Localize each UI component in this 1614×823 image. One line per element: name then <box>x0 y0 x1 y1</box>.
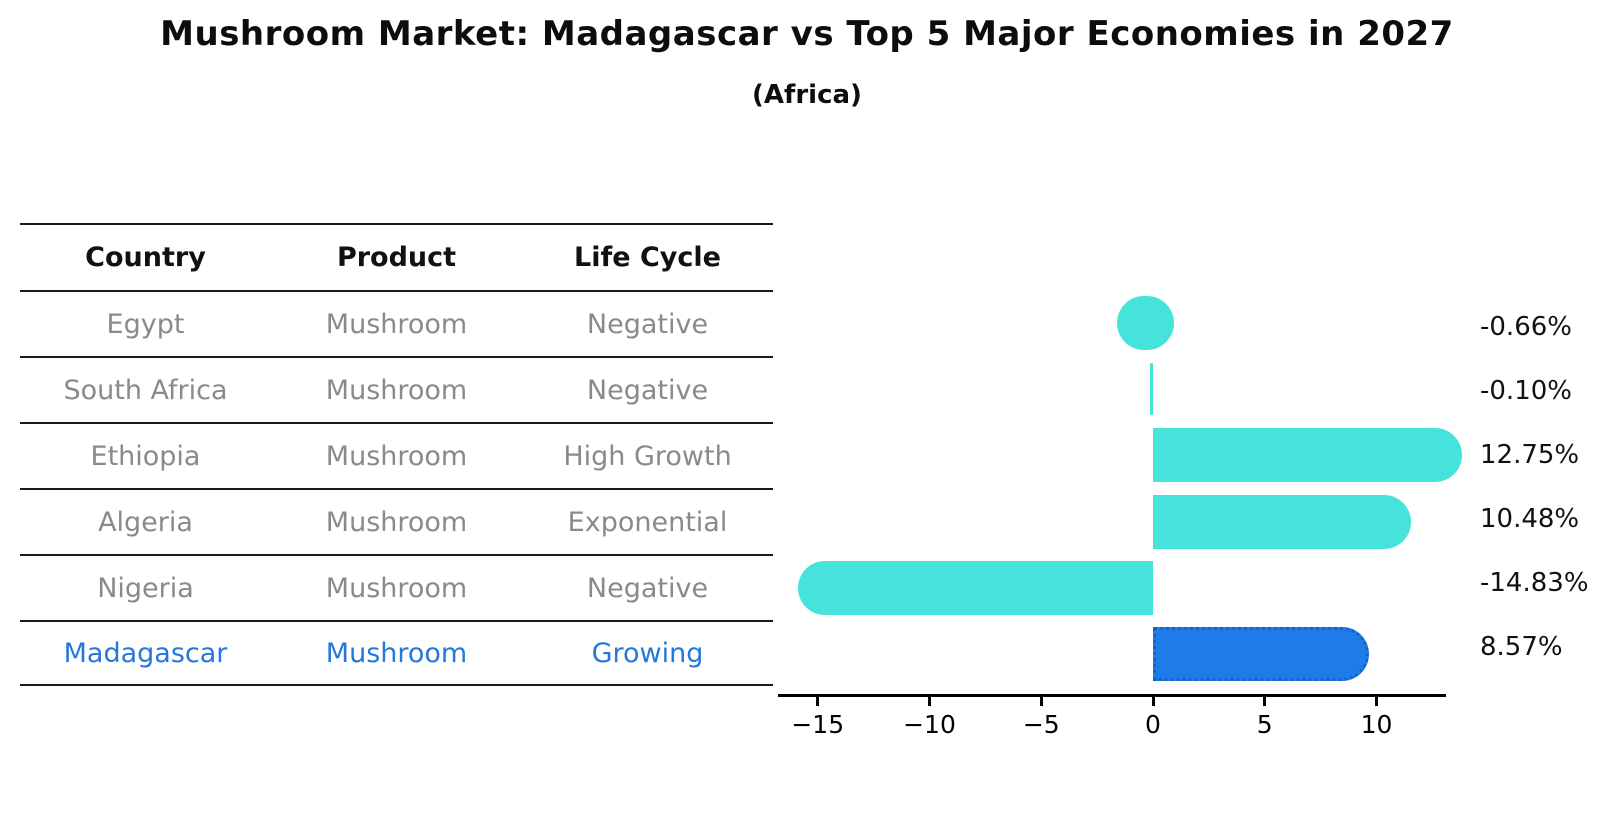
bar-nigeria <box>797 561 1153 615</box>
value-label: 10.48% <box>1480 504 1580 534</box>
bar-highlighted-madagascar <box>1153 627 1369 681</box>
value-label: -0.10% <box>1480 376 1572 406</box>
table-cell-product: Mushroom <box>325 374 468 406</box>
table-cell-lifecycle: Negative <box>586 374 709 406</box>
x-tick-label: 10 <box>1360 710 1393 739</box>
x-tick <box>1375 697 1378 706</box>
x-tick <box>816 697 820 706</box>
data-table: Country Product Life Cycle Egypt Mushroom… <box>20 223 773 686</box>
table-header-product: Product <box>336 242 457 273</box>
x-tick-label: −5 <box>1022 710 1060 739</box>
table-cell-lifecycle: Negative <box>586 308 709 340</box>
table-row: Nigeria Mushroom Negative <box>20 554 773 620</box>
table-cell-country: Nigeria <box>97 572 194 604</box>
table-header-country: Country <box>85 242 206 273</box>
bar-south-africa <box>1150 363 1153 415</box>
table-row: Egypt Mushroom Negative <box>20 290 773 356</box>
table-cell-lifecycle: Growing <box>591 637 704 669</box>
bar-ethiopia <box>1153 428 1462 482</box>
x-axis-line <box>778 694 1446 697</box>
table-cell-product: Mushroom <box>325 440 468 472</box>
x-tick <box>1039 697 1043 706</box>
chart-subtitle: (Africa) <box>752 80 862 110</box>
table-header-row: Country Product Life Cycle <box>20 223 773 290</box>
bar-algeria <box>1153 495 1412 549</box>
table-cell-country: South Africa <box>63 374 228 406</box>
value-label: 12.75% <box>1480 440 1580 470</box>
table-cell-country: Egypt <box>106 308 185 340</box>
table-row: Madagascar Mushroom Growing <box>20 620 773 686</box>
table-cell-product: Mushroom <box>325 308 468 340</box>
chart-title: Mushroom Market: Madagascar vs Top 5 Maj… <box>160 14 1454 54</box>
table-body: Egypt Mushroom Negative South Africa Mushroo… <box>20 290 773 686</box>
table-cell-lifecycle: Exponential <box>567 506 728 538</box>
x-tick-label: 5 <box>1256 710 1273 739</box>
x-tick <box>1151 697 1155 706</box>
table-row: Ethiopia Mushroom High Growth <box>20 422 773 488</box>
table-cell-lifecycle: High Growth <box>563 440 732 472</box>
table-row: South Africa Mushroom Negative <box>20 356 773 422</box>
table-cell-country: Algeria <box>98 506 193 538</box>
x-tick <box>928 697 931 706</box>
table-row: Algeria Mushroom Exponential <box>20 488 773 554</box>
value-label: 8.57% <box>1480 632 1563 662</box>
table-cell-product: Mushroom <box>325 506 468 538</box>
table-cell-country: Madagascar <box>63 637 228 669</box>
table-header-lifecycle: Life Cycle <box>574 242 721 273</box>
table-cell-lifecycle: Negative <box>586 572 709 604</box>
value-label: -14.83% <box>1480 568 1589 598</box>
table-cell-country: Ethiopia <box>90 440 201 472</box>
x-tick-label: −10 <box>903 710 956 739</box>
x-tick-label: −15 <box>791 710 845 739</box>
x-tick-label: 0 <box>1145 710 1161 739</box>
table-cell-product: Mushroom <box>325 637 468 669</box>
x-tick <box>1263 697 1267 706</box>
bar-egypt <box>1117 296 1174 350</box>
bar-chart: −15 −10 −5 0 5 10 <box>778 223 1462 739</box>
value-label: -0.66% <box>1480 312 1572 342</box>
table-cell-product: Mushroom <box>325 572 468 604</box>
